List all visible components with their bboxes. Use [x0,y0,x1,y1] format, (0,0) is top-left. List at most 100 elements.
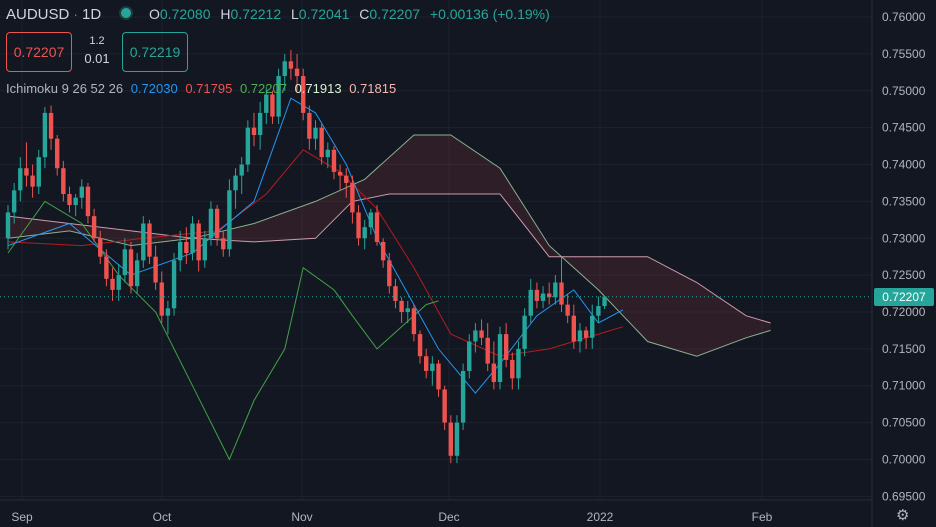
candle-body [325,149,330,158]
market-status-icon [119,6,134,20]
candle-body [24,168,29,176]
candle-body [214,208,220,239]
gear-icon[interactable]: ⚙ [896,507,910,524]
price-axis-bg [872,0,936,527]
spread-top: 1.2 [89,35,105,47]
candle-body [442,389,447,423]
candle-body [356,212,361,239]
candle-body [153,256,158,283]
candle-body [313,127,318,139]
y-tick-label: 0.72500 [882,268,926,282]
candle-body [5,212,11,239]
candle-body [503,334,509,360]
y-tick-label: 0.70500 [882,416,926,430]
time-axis[interactable]: Sep Oct Nov Dec 2022 Feb [0,499,872,524]
candle-body [251,127,257,136]
candle-body [553,282,558,298]
y-tick-label: 0.74500 [882,121,926,135]
x-tick-label: Nov [291,510,312,524]
candles [5,50,607,464]
candle-body [141,223,146,261]
candle-body [85,186,91,217]
x-tick-label: Oct [153,510,172,524]
candle-body [48,112,54,139]
price-axis[interactable]: 0.76000 0.75500 0.75000 0.74500 0.74000 0.735… [871,0,936,527]
y-tick-label: 0.74000 [882,158,926,172]
symbol-name[interactable]: AUDUSD [6,6,70,23]
ichimoku-lines [7,97,624,461]
candle-body [399,300,404,312]
candle-body [42,112,48,158]
grid [0,0,872,500]
spread-bottom: 0.01 [84,51,110,66]
candle-body [528,289,533,316]
y-tick-label: 0.75000 [882,84,926,98]
candle-body [67,194,72,206]
candle-body [196,223,201,261]
low-value: 0.72041 [298,6,350,22]
candle-body [319,127,324,158]
buy-button[interactable]: 0.72219 [122,32,188,72]
candle-body [294,68,300,77]
candle-body [424,356,429,371]
candle-body [55,138,60,169]
candle-body [344,175,349,183]
interval[interactable]: 1D [82,6,102,23]
candle-body [485,337,490,364]
candle-body [547,293,552,298]
span-a-value: 0.71913 [294,81,342,96]
y-tick-label: 0.75500 [882,47,926,61]
separator: · [73,6,79,22]
y-tick-label: 0.72000 [882,305,926,319]
candle-body [104,256,109,279]
candle-body [227,190,232,250]
candle-body [534,289,540,301]
candle-body [165,308,171,316]
open-label: O [148,6,160,22]
sell-button[interactable]: 0.72207 [6,32,72,72]
span-b-value: 0.71815 [349,81,397,96]
cloud-fill [8,135,771,357]
y-tick-label: 0.71500 [882,342,926,356]
candle-body [368,212,374,228]
candle-body [233,175,238,191]
candle-body [61,168,66,195]
base-line [7,149,624,357]
lagging-value: 0.72207 [239,81,287,96]
candle-body [590,315,595,338]
candle-body [448,422,453,456]
candle-body [430,363,435,371]
candle-body [270,94,275,117]
candle-body [387,260,392,287]
candle-body [30,175,35,187]
candle-body [479,330,484,338]
candle-body [350,182,355,213]
candle-body [36,157,41,187]
spread: 1.2 0.01 [78,32,116,68]
candle-body [510,359,515,379]
candle-body [436,363,441,390]
x-tick-label: Dec [438,510,459,524]
candle-body [559,282,564,305]
indicator-legend[interactable]: Ichimoku 9 26 52 26 0.72030 0.71795 0.72… [6,81,400,96]
candle-body [282,61,287,77]
candle-body [571,315,576,342]
candle-body [245,127,251,165]
candle-body [128,249,134,287]
candle-body [147,223,152,257]
ichimoku-cloud [7,134,771,357]
symbol-header: AUDUSD · 1D O0.72080 H0.72212 L0.72041 C0.… [6,6,556,23]
candle-body [202,238,207,261]
candle-body [497,334,503,383]
candle-body [460,370,466,423]
candle-body [491,363,497,383]
candle-body [257,112,263,136]
candle-body [596,306,601,316]
candle-body [221,238,226,250]
high-value: 0.72212 [230,6,282,22]
change-value: +0.00136 (+0.19%) [429,6,550,22]
candle-body [122,249,128,276]
candle-body [405,308,410,312]
high-label: H [220,6,231,22]
